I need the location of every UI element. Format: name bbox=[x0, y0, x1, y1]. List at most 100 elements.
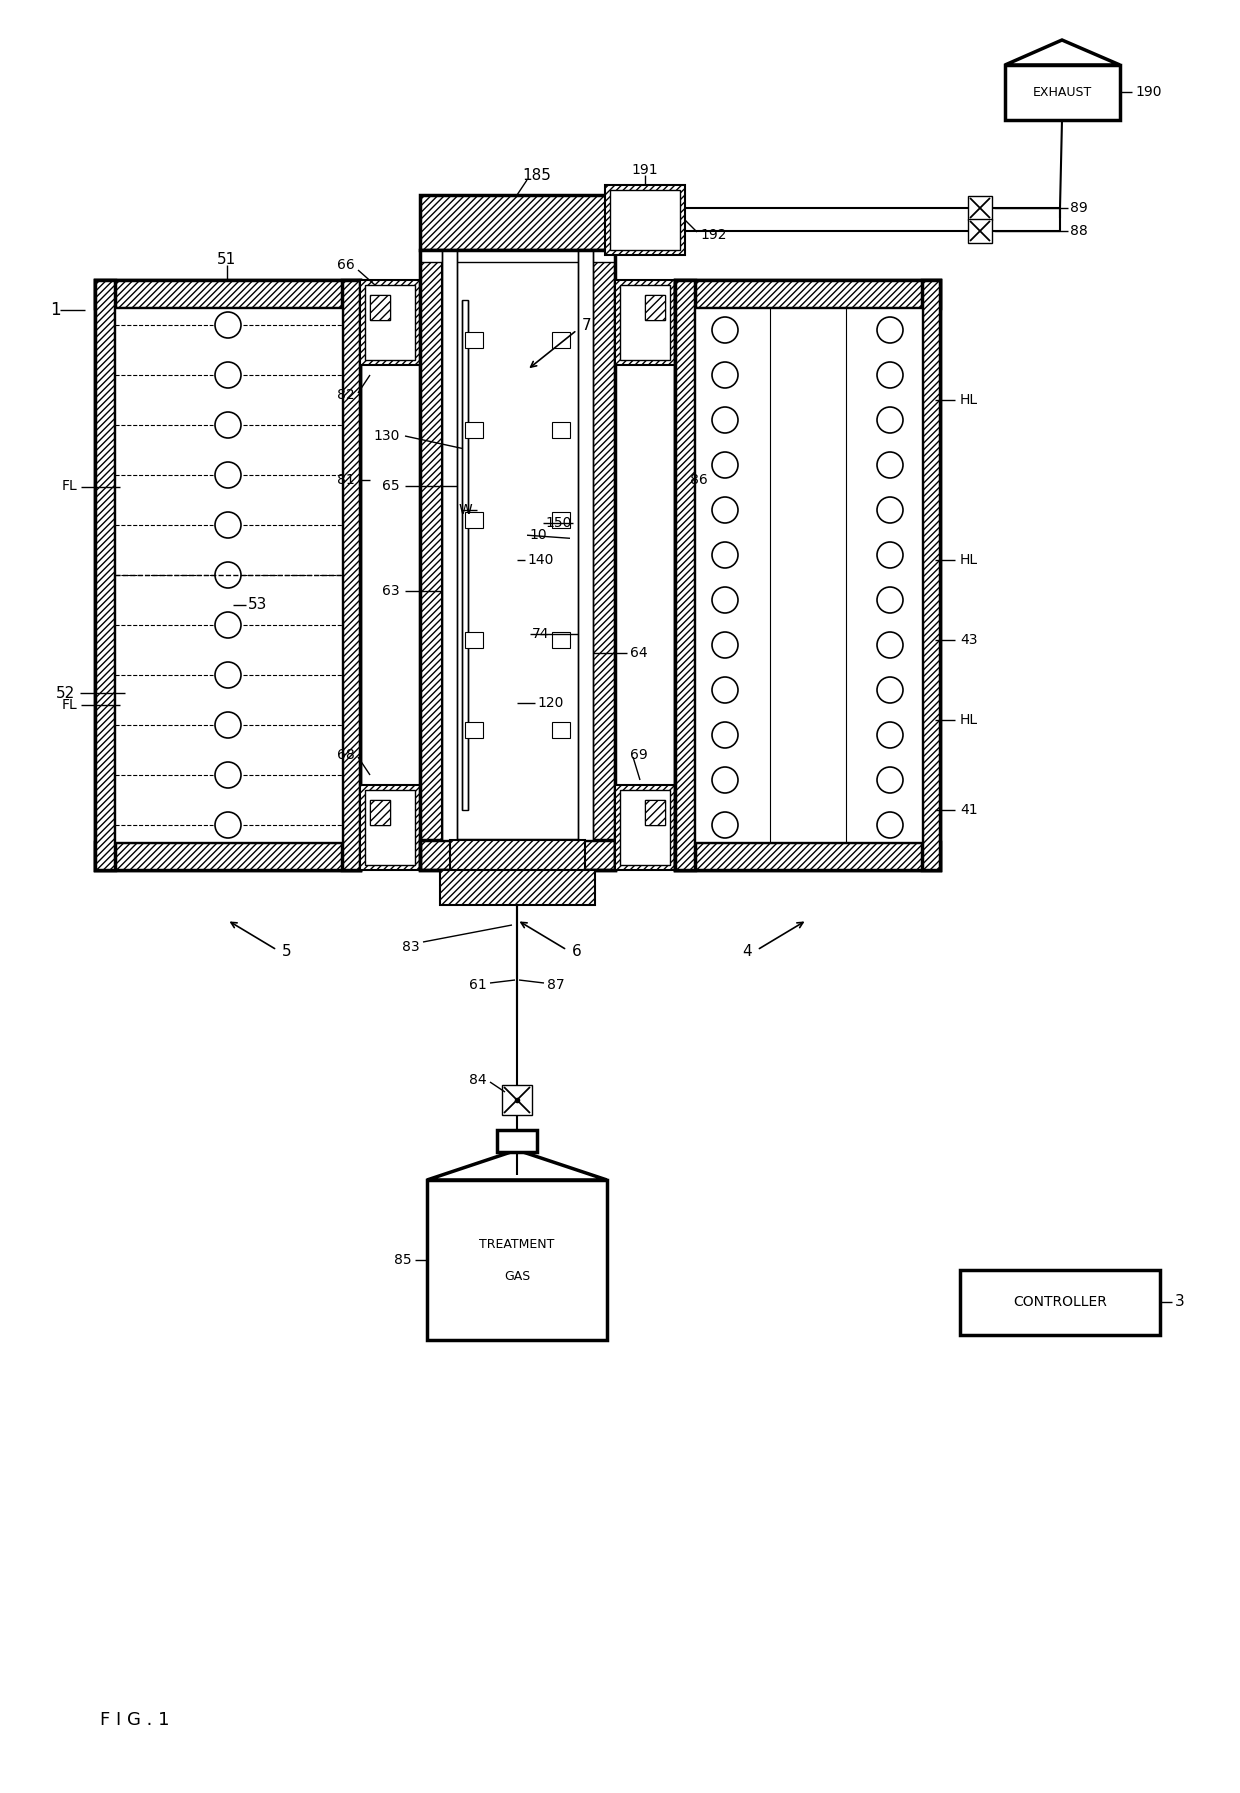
Bar bbox=[578, 249, 593, 839]
Bar bbox=[675, 843, 940, 870]
Bar bbox=[365, 791, 415, 864]
Text: 185: 185 bbox=[522, 167, 552, 183]
Bar bbox=[450, 839, 585, 870]
Text: 81: 81 bbox=[337, 473, 355, 488]
Text: 140: 140 bbox=[527, 552, 553, 567]
Text: 4: 4 bbox=[743, 945, 751, 959]
Text: 120: 120 bbox=[537, 696, 563, 710]
Bar bbox=[420, 195, 615, 249]
Bar bbox=[960, 1269, 1159, 1336]
Text: 1: 1 bbox=[50, 301, 61, 319]
Text: 89: 89 bbox=[1070, 201, 1087, 215]
Text: 10: 10 bbox=[529, 529, 547, 541]
Bar bbox=[370, 296, 391, 319]
Bar bbox=[463, 299, 467, 810]
Bar bbox=[610, 190, 680, 249]
Text: CONTROLLER: CONTROLLER bbox=[1013, 1295, 1107, 1309]
Bar bbox=[923, 280, 940, 870]
Text: 130: 130 bbox=[373, 429, 401, 443]
Bar bbox=[360, 280, 420, 366]
Text: 83: 83 bbox=[402, 940, 420, 954]
Text: 5: 5 bbox=[281, 945, 291, 959]
Text: 190: 190 bbox=[1135, 84, 1162, 99]
Text: EXHAUST: EXHAUST bbox=[1033, 86, 1091, 99]
Bar bbox=[605, 185, 684, 255]
Bar bbox=[465, 723, 484, 739]
Bar bbox=[465, 631, 484, 647]
Text: 65: 65 bbox=[382, 479, 401, 493]
Text: 41: 41 bbox=[960, 803, 977, 818]
Text: 82: 82 bbox=[337, 387, 355, 402]
Bar bbox=[440, 870, 595, 905]
Bar bbox=[968, 195, 992, 221]
Bar bbox=[370, 800, 391, 825]
Bar bbox=[420, 249, 441, 870]
Bar bbox=[420, 249, 615, 262]
Text: 51: 51 bbox=[217, 253, 237, 267]
Bar bbox=[95, 280, 360, 308]
Bar bbox=[552, 513, 570, 527]
Text: 66: 66 bbox=[337, 258, 355, 273]
Text: 74: 74 bbox=[532, 628, 549, 642]
Text: 64: 64 bbox=[630, 645, 647, 660]
Bar bbox=[615, 280, 675, 366]
Bar bbox=[441, 249, 458, 839]
Text: 86: 86 bbox=[689, 473, 708, 488]
Bar bbox=[365, 285, 415, 360]
Bar bbox=[620, 285, 670, 360]
Bar bbox=[115, 308, 342, 843]
Bar bbox=[95, 843, 360, 870]
Bar bbox=[370, 800, 391, 825]
Bar bbox=[420, 839, 615, 870]
Text: FL: FL bbox=[61, 697, 77, 712]
Text: 6: 6 bbox=[572, 945, 582, 959]
Text: 52: 52 bbox=[56, 685, 74, 701]
Bar bbox=[427, 1180, 608, 1339]
Text: 87: 87 bbox=[547, 977, 564, 992]
Bar bbox=[645, 800, 665, 825]
Text: 85: 85 bbox=[394, 1253, 412, 1268]
Bar bbox=[420, 249, 615, 870]
Bar bbox=[645, 800, 665, 825]
Bar bbox=[552, 631, 570, 647]
Text: 53: 53 bbox=[248, 597, 268, 611]
Text: 69: 69 bbox=[630, 748, 647, 762]
Text: HL: HL bbox=[960, 714, 978, 726]
Text: 192: 192 bbox=[701, 228, 727, 242]
Bar bbox=[645, 296, 665, 319]
Bar bbox=[675, 280, 694, 870]
Text: 68: 68 bbox=[337, 748, 355, 762]
Text: 7: 7 bbox=[582, 317, 591, 332]
Bar bbox=[95, 280, 360, 870]
Bar bbox=[1004, 65, 1120, 120]
Bar bbox=[465, 513, 484, 527]
Text: 84: 84 bbox=[470, 1072, 487, 1087]
Text: 150: 150 bbox=[546, 516, 572, 529]
Text: 88: 88 bbox=[1070, 224, 1087, 238]
Text: 63: 63 bbox=[382, 585, 401, 599]
Bar bbox=[552, 332, 570, 348]
Text: 191: 191 bbox=[631, 163, 658, 178]
Bar bbox=[465, 421, 484, 437]
Text: F I G . 1: F I G . 1 bbox=[100, 1711, 170, 1728]
Bar bbox=[968, 219, 992, 244]
Bar bbox=[645, 296, 665, 319]
Bar bbox=[342, 280, 360, 870]
Bar bbox=[615, 785, 675, 870]
Bar bbox=[502, 1085, 532, 1115]
Text: 61: 61 bbox=[469, 977, 487, 992]
Bar bbox=[95, 280, 115, 870]
Bar bbox=[465, 332, 484, 348]
Bar bbox=[675, 280, 940, 308]
Text: W: W bbox=[459, 504, 472, 518]
Bar bbox=[675, 280, 940, 870]
Bar bbox=[370, 296, 391, 319]
Text: GAS: GAS bbox=[503, 1269, 531, 1282]
Bar bbox=[360, 785, 420, 870]
Text: 43: 43 bbox=[960, 633, 977, 647]
Bar bbox=[497, 1130, 537, 1151]
Bar bbox=[552, 723, 570, 739]
Bar bbox=[552, 421, 570, 437]
Text: 3: 3 bbox=[1176, 1295, 1184, 1309]
Bar bbox=[620, 791, 670, 864]
